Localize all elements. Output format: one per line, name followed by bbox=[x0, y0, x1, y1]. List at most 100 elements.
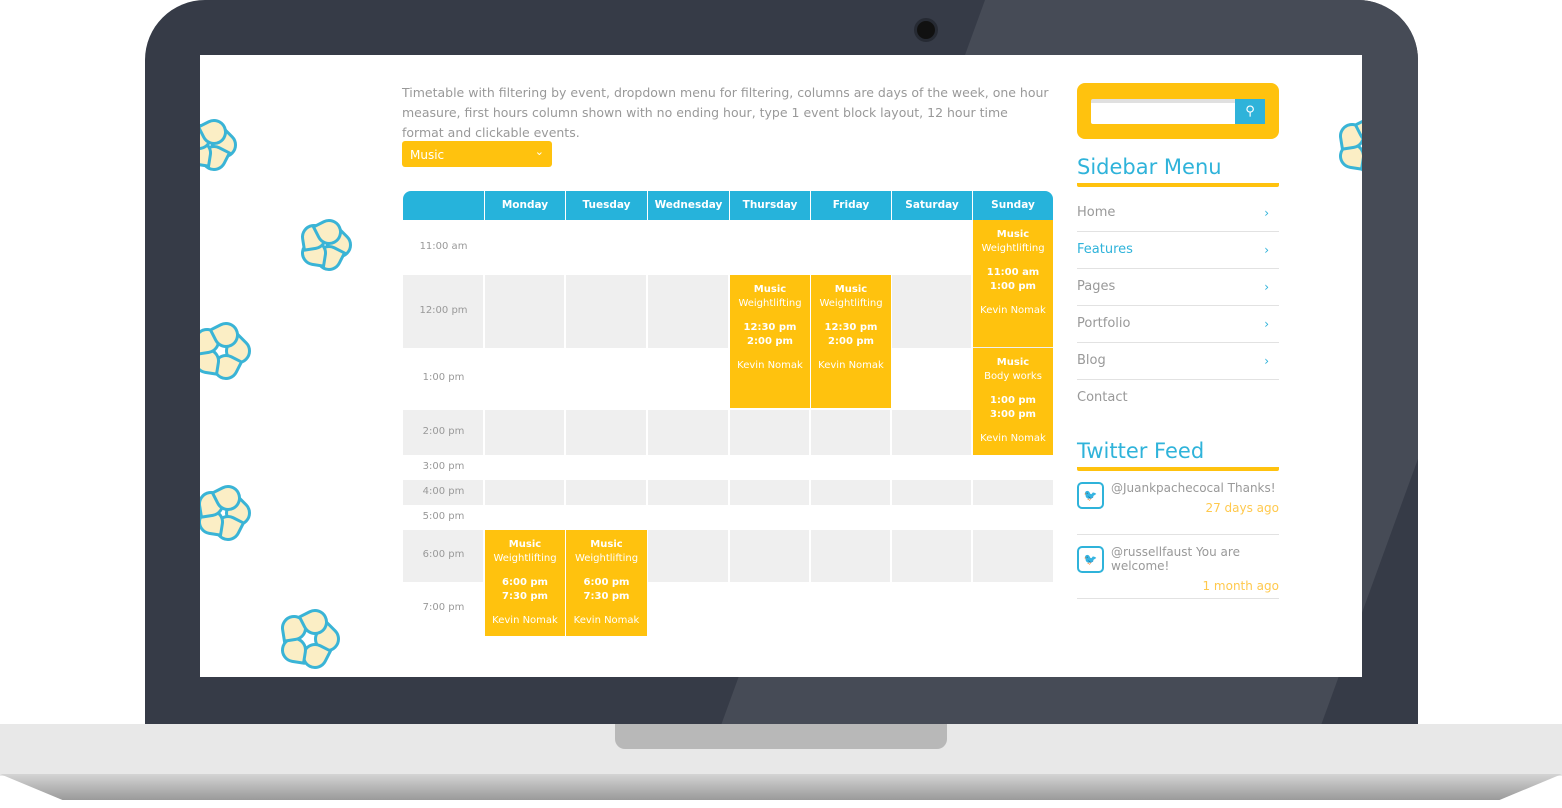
chevron-right-icon: › bbox=[1264, 354, 1269, 368]
table-row: 1:00 pm bbox=[403, 348, 1053, 410]
table-row: 11:00 am bbox=[403, 220, 1053, 275]
event-end: 2:00 pm bbox=[747, 336, 793, 347]
tweet-time[interactable]: 1 month ago bbox=[1202, 579, 1279, 593]
event-start: 11:00 am bbox=[986, 267, 1040, 278]
event-category: Music bbox=[753, 284, 787, 295]
event-block[interactable]: Music Weightlifting 6:00 pm 7:30 pm Kevin No… bbox=[566, 530, 647, 636]
flower-decoration bbox=[200, 480, 257, 546]
table-row: 12:00 pm bbox=[403, 275, 1053, 348]
header-sunday: Sunday bbox=[973, 191, 1053, 220]
event-person: Kevin Nomak bbox=[818, 360, 884, 371]
event-start: 6:00 pm bbox=[502, 577, 548, 588]
event-category: Music bbox=[508, 539, 542, 550]
event-category: Music bbox=[996, 229, 1030, 240]
event-end: 1:00 pm bbox=[990, 281, 1036, 292]
time-label: 7:00 pm bbox=[422, 602, 465, 613]
event-name: Body works bbox=[984, 371, 1042, 382]
twitter-icon[interactable]: 🐦 bbox=[1077, 482, 1104, 509]
header-monday: Monday bbox=[485, 191, 565, 220]
flower-decoration bbox=[1330, 110, 1362, 182]
chevron-right-icon: › bbox=[1264, 317, 1269, 331]
time-label: 1:00 pm bbox=[422, 372, 465, 383]
event-person: Kevin Nomak bbox=[980, 305, 1046, 316]
tweet-text: @russellfaust You are welcome! bbox=[1111, 545, 1240, 573]
table-row: 5:00 pm bbox=[403, 505, 1053, 530]
tweet: 🐦 @Juankpachecocal Thanks! 27 days ago bbox=[1077, 471, 1279, 535]
event-name: Weightlifting bbox=[819, 298, 883, 309]
header-tuesday: Tuesday bbox=[566, 191, 647, 220]
sidebar-menu-title: Sidebar Menu bbox=[1077, 155, 1279, 187]
event-start: 1:00 pm bbox=[990, 395, 1036, 406]
dropdown-value: Music bbox=[410, 148, 445, 162]
sidebar-item-blog[interactable]: Blog › bbox=[1077, 343, 1279, 380]
flower-decoration bbox=[270, 600, 348, 677]
sidebar-item-contact[interactable]: Contact bbox=[1077, 380, 1279, 417]
event-end: 3:00 pm bbox=[990, 409, 1036, 420]
camera bbox=[914, 18, 938, 42]
flower-decoration bbox=[200, 315, 257, 387]
search-input[interactable]: ⚲ bbox=[1091, 99, 1265, 124]
flower-decoration bbox=[295, 214, 358, 276]
event-block[interactable]: Music Weightlifting 6:00 pm 7:30 pm Kevin No… bbox=[485, 530, 565, 636]
event-end: 7:30 pm bbox=[583, 591, 630, 602]
sidebar-item-label: Home bbox=[1077, 205, 1116, 220]
time-label: 6:00 pm bbox=[422, 549, 465, 560]
event-category: Music bbox=[590, 539, 623, 550]
sidebar-item-pages[interactable]: Pages › bbox=[1077, 269, 1279, 306]
table-row: 2:00 pm bbox=[403, 410, 1053, 455]
chevron-right-icon: › bbox=[1264, 280, 1269, 294]
page-description: Timetable with filtering by event, dropd… bbox=[402, 85, 1049, 140]
header-corner bbox=[403, 191, 484, 220]
event-name: Weightlifting bbox=[493, 553, 557, 564]
time-label: 11:00 am bbox=[419, 240, 468, 252]
time-label: 3:00 pm bbox=[422, 460, 465, 472]
timetable: 11:00 am 12:00 pm 1:00 pm 2:00 pm 3:00 pm 4:0… bbox=[403, 191, 1053, 636]
header-wednesday: Wednesday bbox=[648, 191, 729, 220]
sidebar-item-home[interactable]: Home › bbox=[1077, 195, 1279, 232]
flower-decoration bbox=[200, 114, 243, 176]
time-label: 5:00 pm bbox=[422, 510, 465, 522]
event-end: 2:00 pm bbox=[828, 336, 874, 347]
tweet-time[interactable]: 27 days ago bbox=[1205, 501, 1279, 515]
sidebar-item-label: Pages bbox=[1077, 279, 1116, 294]
event-filter-dropdown[interactable]: Music ⌄ bbox=[402, 141, 552, 167]
time-label: 4:00 pm bbox=[422, 485, 465, 497]
chevron-right-icon: › bbox=[1264, 206, 1269, 220]
event-name: Weightlifting bbox=[574, 553, 639, 564]
sidebar-item-features[interactable]: Features › bbox=[1077, 232, 1279, 269]
search-box: ⚲ bbox=[1077, 83, 1279, 139]
sidebar-item-label: Blog bbox=[1077, 353, 1106, 368]
event-start: 6:00 pm bbox=[583, 577, 630, 588]
time-label: 2:00 pm bbox=[422, 425, 465, 437]
header-thursday: Thursday bbox=[730, 191, 810, 220]
event-block[interactable]: Music Weightlifting 12:30 pm 2:00 pm Kevin N… bbox=[730, 275, 810, 408]
event-person: Kevin Nomak bbox=[980, 433, 1046, 444]
search-button[interactable]: ⚲ bbox=[1235, 99, 1265, 124]
sidebar-menu: Home › Features › Pages › Portfolio › Blog › Conta… bbox=[1077, 195, 1279, 417]
twitter-icon[interactable]: 🐦 bbox=[1077, 546, 1104, 573]
search-icon: ⚲ bbox=[1245, 104, 1255, 119]
twitter-feed: 🐦 @Juankpachecocal Thanks! 27 days ago 🐦 @ru… bbox=[1077, 471, 1279, 599]
event-name: Weightlifting bbox=[738, 298, 802, 309]
event-person: Kevin Nomak bbox=[737, 360, 803, 371]
table-row: 7:00 pm bbox=[403, 582, 1053, 636]
event-person: Kevin Nomak bbox=[492, 615, 558, 626]
event-end: 7:30 pm bbox=[502, 591, 548, 602]
tweet-text: @Juankpachecocal Thanks! bbox=[1111, 481, 1276, 495]
sidebar-item-portfolio[interactable]: Portfolio › bbox=[1077, 306, 1279, 343]
sidebar-item-label: Portfolio bbox=[1077, 316, 1131, 331]
chevron-right-icon: › bbox=[1264, 243, 1269, 257]
event-category: Music bbox=[996, 357, 1030, 368]
chevron-down-icon: ⌄ bbox=[534, 145, 544, 158]
event-block[interactable]: Music Weightlifting 12:30 pm 2:00 pm Kevin N… bbox=[811, 275, 891, 408]
event-block[interactable]: Music Body works 1:00 pm 3:00 pm Kevin Nomak bbox=[973, 348, 1053, 455]
event-category: Music bbox=[834, 284, 868, 295]
event-block[interactable]: Music Weightlifting 11:00 am 1:00 pm Kevin N… bbox=[973, 220, 1053, 347]
time-label: 12:00 pm bbox=[419, 304, 468, 316]
event-name: Weightlifting bbox=[981, 243, 1045, 254]
sidebar-item-label: Features bbox=[1077, 242, 1133, 257]
header-saturday: Saturday bbox=[892, 191, 972, 220]
twitter-feed-title: Twitter Feed bbox=[1077, 439, 1279, 471]
event-person: Kevin Nomak bbox=[573, 615, 640, 626]
screen: Timetable with filtering by event, dropd… bbox=[200, 55, 1362, 677]
